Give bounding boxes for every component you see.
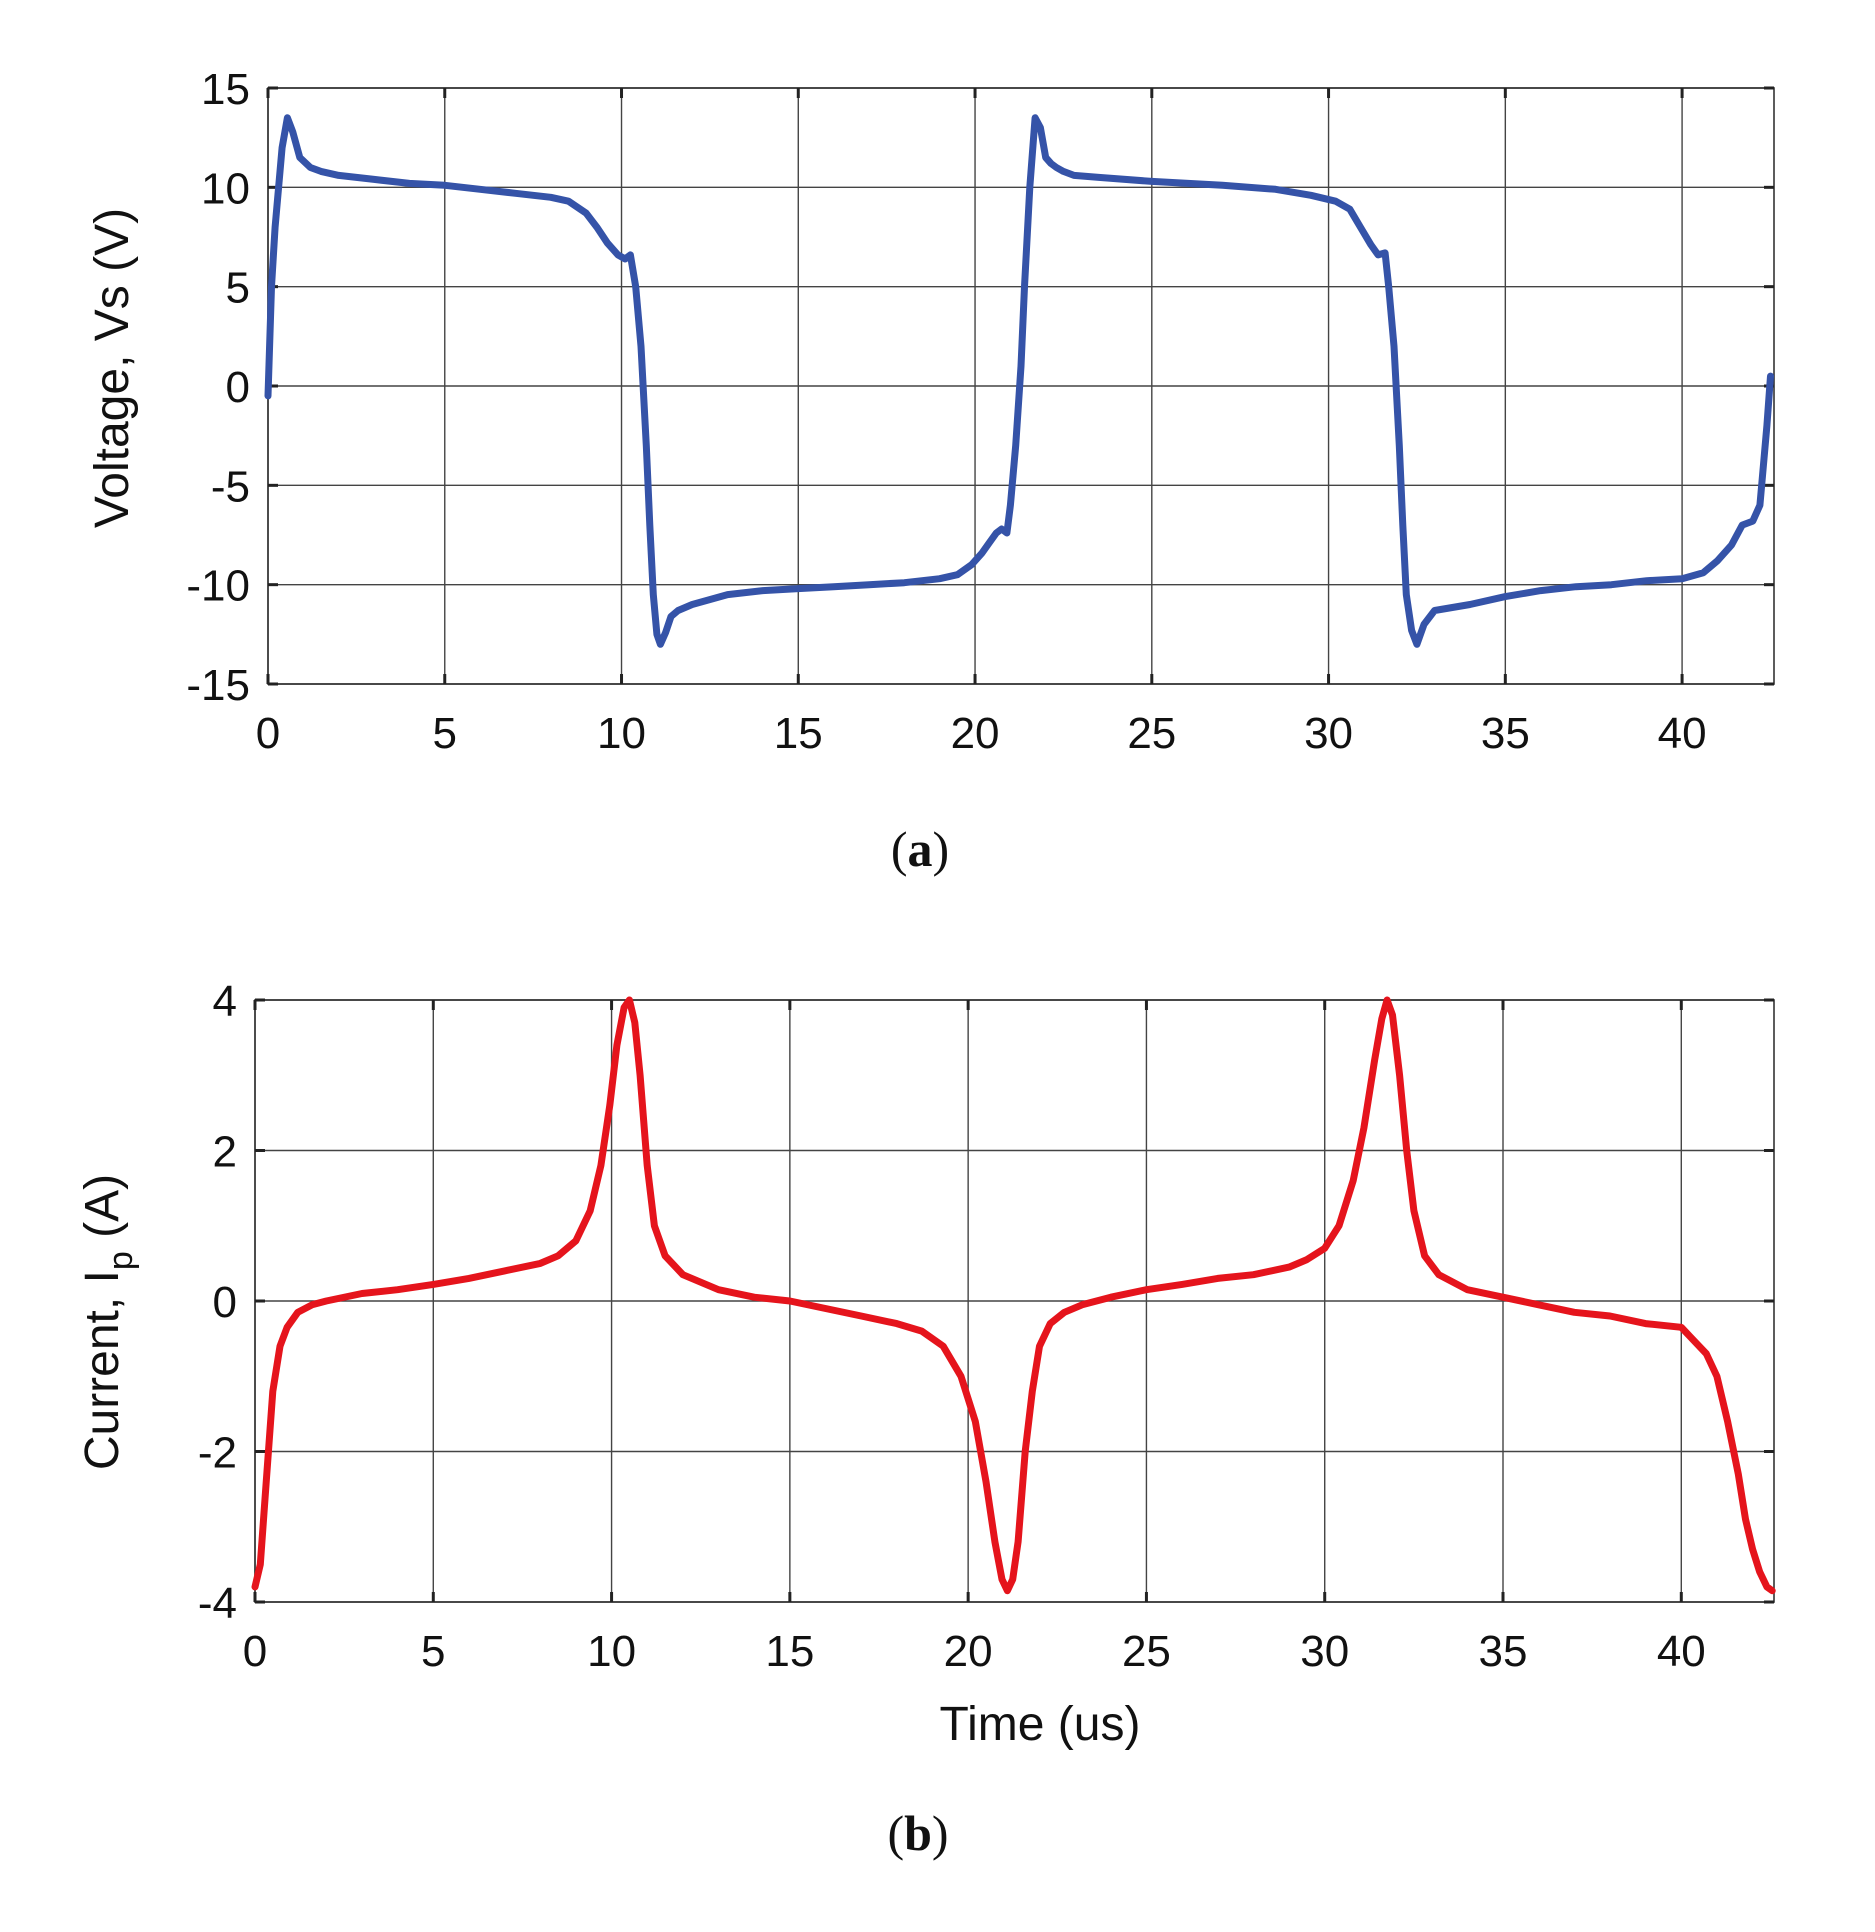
- x-tick-label: 0: [256, 709, 280, 758]
- current-y-axis-title: Current, Ip (A): [76, 1174, 140, 1470]
- y-tick-label: -10: [186, 562, 250, 611]
- voltage-y-axis-title: Voltage, Vs (V): [86, 208, 139, 528]
- x-tick-label: 30: [1304, 709, 1353, 758]
- y-tick-label: 10: [201, 164, 250, 213]
- current-chart: 0 5 10 15 20 25 30 35 40 420-2-4 Current, Ip (A)…: [76, 977, 1776, 1861]
- y-tick-label: -5: [211, 462, 250, 511]
- x-tick-label: 0: [243, 1627, 267, 1676]
- voltage-chart: 0 5 10 15 20 25 30 35 40 15 10 5 0 -5 -10 -15 Voltage,…: [86, 65, 1775, 877]
- voltage-tick-marks: [266, 86, 1774, 686]
- voltage-x-tick-labels: 0 5 10 15 20 25 30 35 40: [256, 709, 1707, 758]
- y-tick-label: -2: [198, 1429, 237, 1478]
- x-tick-label: 20: [944, 1627, 993, 1676]
- y-tick-label: 15: [201, 65, 250, 114]
- x-tick-label: 40: [1657, 1627, 1706, 1676]
- x-tick-label: 15: [765, 1627, 814, 1676]
- x-tick-label: 25: [1127, 709, 1176, 758]
- y-tick-label: -15: [186, 661, 250, 710]
- current-x-axis-title: Time (us): [940, 1698, 1141, 1751]
- y-tick-label: 5: [226, 264, 250, 313]
- x-tick-label: 25: [1122, 1627, 1171, 1676]
- current-y-axis-title-unit: (A): [76, 1174, 129, 1251]
- x-tick-label: 20: [951, 709, 1000, 758]
- panel-label-a: (a): [891, 821, 949, 877]
- x-tick-label: 5: [421, 1627, 445, 1676]
- panel-label-b-letter: b: [904, 1805, 932, 1861]
- x-tick-label: 35: [1479, 1627, 1528, 1676]
- voltage-series-line: [264, 114, 1774, 648]
- current-grid: [254, 999, 1774, 1603]
- x-tick-label: 30: [1300, 1627, 1349, 1676]
- y-tick-label: -4: [198, 1579, 237, 1628]
- current-series-line: [251, 996, 1776, 1595]
- x-tick-label: 10: [597, 709, 646, 758]
- y-tick-label: 0: [213, 1278, 237, 1327]
- current-tick-marks: [253, 998, 1774, 1604]
- voltage-y-tick-labels: 15 10 5 0 -5 -10 -15: [186, 65, 250, 710]
- x-tick-label: 5: [433, 709, 457, 758]
- y-tick-label: 2: [213, 1128, 237, 1177]
- x-tick-label: 10: [587, 1627, 636, 1676]
- x-tick-label: 15: [774, 709, 823, 758]
- current-y-tick-labels: 4 2 0 -2 -4: [198, 977, 237, 1628]
- current-y-axis-title-subscript: p: [102, 1251, 140, 1270]
- y-tick-label: 4: [213, 977, 237, 1026]
- x-tick-label: 40: [1658, 709, 1707, 758]
- x-tick-label: 35: [1481, 709, 1530, 758]
- current-x-tick-labels: 0 5 10 15 20 25 30 35 40: [243, 1627, 1706, 1676]
- panel-label-a-letter: a: [908, 821, 933, 877]
- panel-label-b: (b): [887, 1805, 948, 1861]
- current-y-axis-title-main: Current, I: [76, 1270, 129, 1470]
- y-tick-label: 0: [226, 363, 250, 412]
